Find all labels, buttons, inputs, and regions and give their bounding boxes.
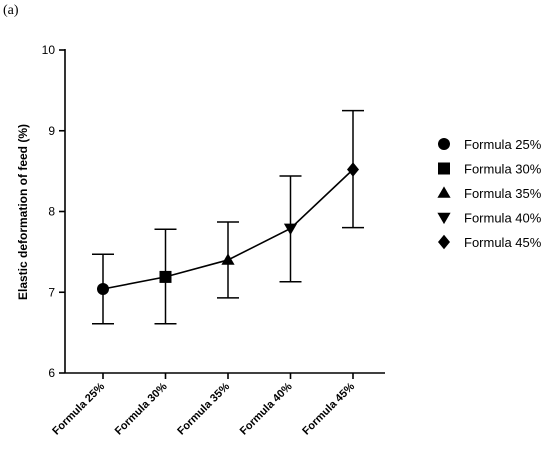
- y-axis-ticks: 6 7 8 9 10: [42, 43, 65, 380]
- legend-marker: [438, 234, 450, 250]
- error-bars: [92, 109, 364, 325]
- legend-label: Formula 30%: [464, 162, 542, 177]
- legend-label: Formula 40%: [464, 211, 542, 226]
- legend-marker: [437, 186, 451, 198]
- legend-label: Formula 35%: [464, 186, 542, 201]
- x-tick-label: Formula 35%: [175, 380, 232, 437]
- y-tick-label: 9: [48, 124, 55, 138]
- data-point: [159, 270, 172, 283]
- data-point: [97, 283, 109, 296]
- y-tick-label: 8: [48, 205, 55, 219]
- x-tick-label: Formula 30%: [113, 380, 170, 437]
- data-point: [283, 223, 298, 236]
- legend-label: Formula 45%: [464, 235, 542, 250]
- x-tick-label: Formula 25%: [50, 380, 107, 437]
- x-tick-label: Formula 45%: [300, 380, 357, 437]
- x-axis-ticks: Formula 25% Formula 30% Formula 35% Formula…: [50, 373, 357, 438]
- y-tick-label: 10: [42, 43, 56, 57]
- legend: Formula 25% Formula 30% Formula 35% Formula…: [437, 137, 542, 250]
- data-point: [221, 253, 235, 265]
- legend-marker: [438, 138, 450, 150]
- legend-marker: [437, 212, 451, 225]
- panel-label: (a): [3, 3, 19, 18]
- data-point: [347, 162, 359, 177]
- data-markers: [97, 162, 359, 296]
- y-tick-label: 6: [48, 366, 55, 380]
- y-tick-label: 7: [48, 285, 55, 299]
- legend-label: Formula 25%: [464, 137, 542, 152]
- legend-marker: [438, 162, 450, 175]
- x-tick-label: Formula 40%: [238, 380, 295, 437]
- y-axis-label: Elastic deformation of feed (%): [16, 124, 30, 300]
